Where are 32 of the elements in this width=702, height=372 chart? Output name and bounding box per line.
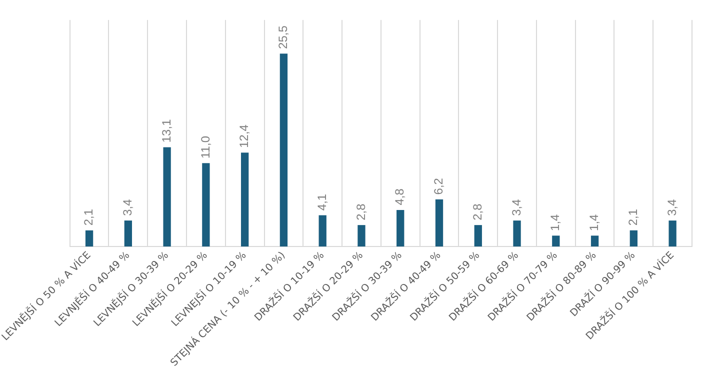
bar [280, 54, 288, 247]
bar [240, 152, 249, 247]
bar [474, 225, 482, 247]
data-label: 4,1 [314, 194, 329, 211]
data-label: 11,0 [198, 136, 212, 158]
data-label: 3,4 [664, 198, 679, 216]
bar [552, 236, 560, 247]
data-label: 2,1 [626, 208, 640, 226]
data-label: 12,4 [237, 124, 252, 148]
data-label: 2,1 [82, 208, 96, 226]
bar [202, 163, 210, 247]
data-label: 2,8 [470, 203, 484, 220]
bar [630, 230, 638, 247]
data-label: 4,8 [392, 188, 407, 206]
bar [513, 220, 521, 247]
bar [163, 147, 171, 247]
data-label: 1,4 [548, 214, 562, 231]
bar [590, 236, 599, 247]
data-label: 3,4 [120, 198, 134, 216]
data-label: 13,1 [159, 118, 174, 143]
bar [435, 199, 444, 247]
bar [124, 220, 132, 247]
bar [358, 225, 366, 247]
bar [668, 220, 676, 247]
bar [318, 215, 326, 247]
data-label: 25,5 [276, 25, 290, 49]
data-label: 3,4 [509, 198, 524, 216]
bar [396, 210, 404, 247]
data-label: 6,2 [432, 178, 446, 195]
bar [85, 230, 94, 247]
data-label: 1,4 [587, 214, 602, 231]
data-label: 2,8 [354, 203, 368, 220]
